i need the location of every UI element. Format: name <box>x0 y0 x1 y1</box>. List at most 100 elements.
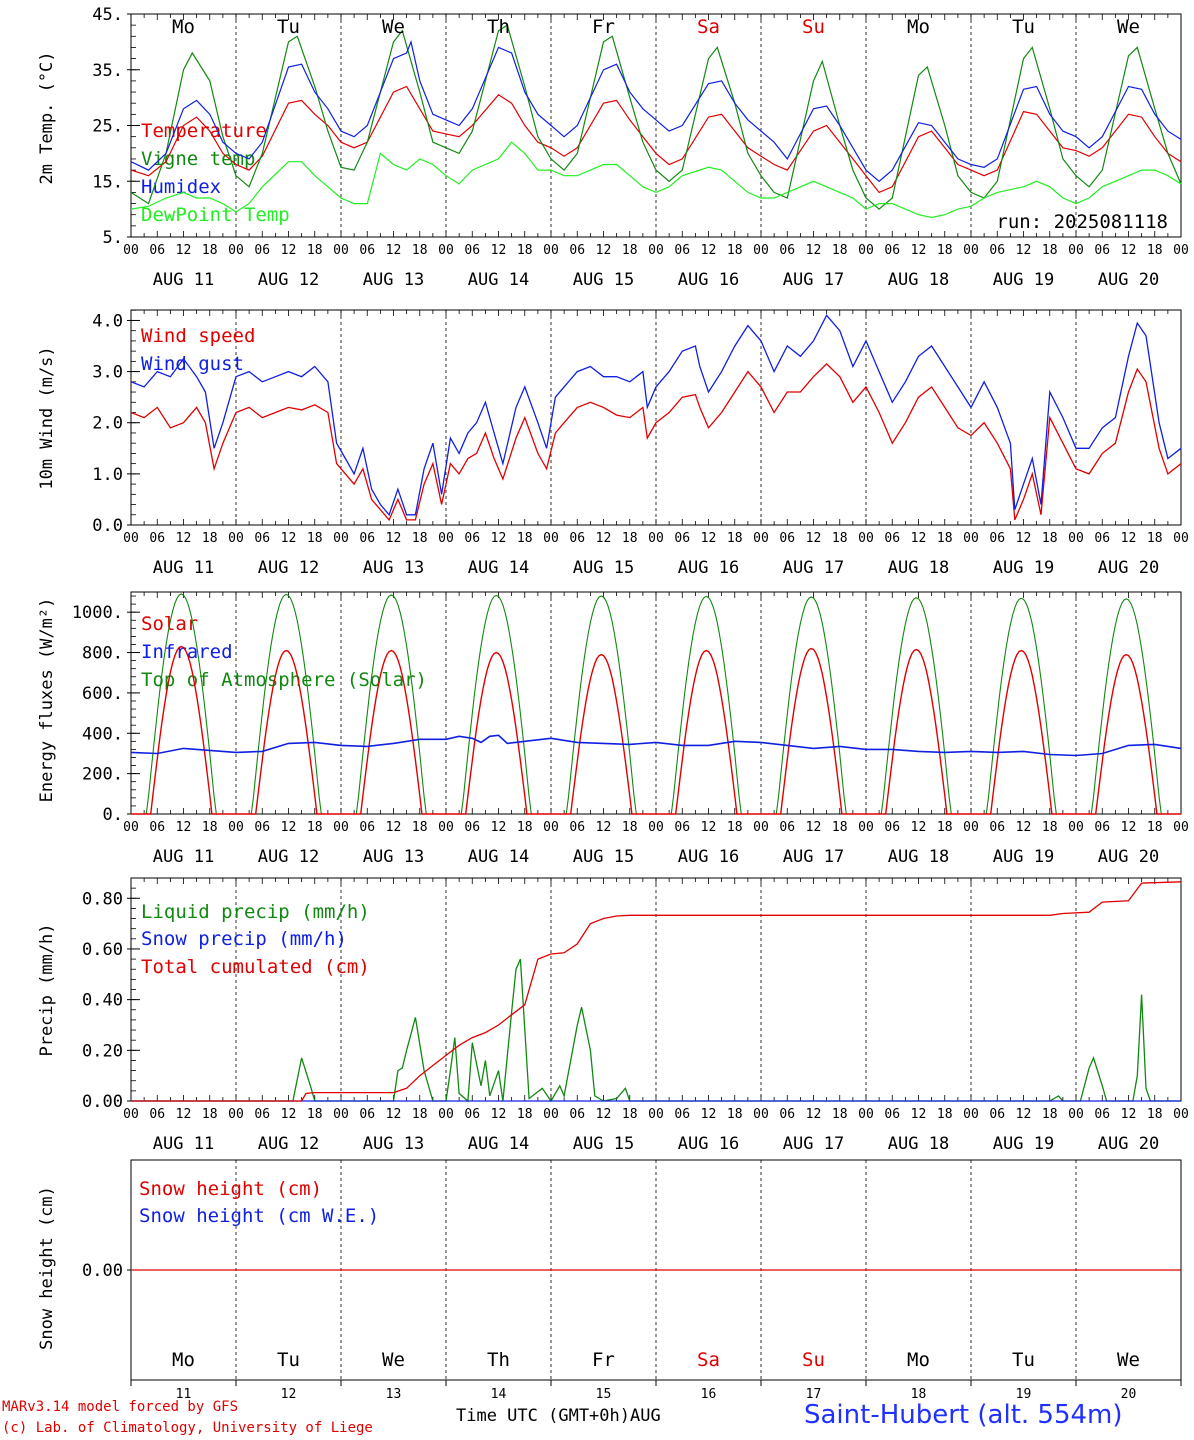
x-hour-label: 18 <box>622 1107 638 1122</box>
x-hour-label: 12 <box>806 243 822 258</box>
x-date-label: AUG 12 <box>258 558 319 578</box>
x-date-label: AUG 12 <box>258 1134 319 1154</box>
x-date-label: AUG 18 <box>888 847 949 867</box>
x-hour-label: 06 <box>989 1107 1005 1122</box>
x-hour-label: 18 <box>202 820 218 835</box>
y-axis-label: 2m Temp. (°C) <box>37 51 57 184</box>
x-hour-label: 12 <box>1121 820 1137 835</box>
x-hour-label: 18 <box>1042 820 1058 835</box>
x-date-label: AUG 17 <box>783 1134 844 1154</box>
x-hour-label: 06 <box>464 820 480 835</box>
x-hour-label: 06 <box>989 243 1005 258</box>
series-line-0-3 <box>130 141 1182 219</box>
x-hour-label: 12 <box>701 820 717 835</box>
weekday-label-bottom: Sa <box>697 1349 720 1371</box>
x-hour-label: 00 <box>1068 1107 1084 1122</box>
x-hour-label: 18 <box>307 243 323 258</box>
weekday-label-top: Mo <box>172 16 195 38</box>
x-date-label: AUG 20 <box>1098 270 1159 290</box>
bottom-day-number: 12 <box>281 1387 297 1402</box>
x-hour-label: 06 <box>569 243 585 258</box>
x-hour-label: 18 <box>307 820 323 835</box>
run-label: run: 2025081118 <box>996 211 1168 233</box>
x-hour-label: 12 <box>596 1107 612 1122</box>
x-hour-label: 00 <box>333 531 349 546</box>
y-tick-label: 1000. <box>72 603 123 623</box>
x-hour-label: 00 <box>753 243 769 258</box>
series-line-0-0 <box>130 85 1182 194</box>
legend-entry: Snow height (cm) <box>139 1178 322 1200</box>
x-hour-label: 12 <box>701 243 717 258</box>
time-axis-text: Time UTC (GMT+0h) <box>456 1406 630 1426</box>
x-hour-label: 00 <box>648 1107 664 1122</box>
x-hour-label: 06 <box>779 1107 795 1122</box>
x-hour-label: 18 <box>937 531 953 546</box>
x-hour-label: 06 <box>149 243 165 258</box>
weekday-label-bottom: Mo <box>907 1349 930 1371</box>
x-hour-label: 06 <box>569 1107 585 1122</box>
x-date-label: AUG 14 <box>468 847 529 867</box>
x-hour-label: 12 <box>281 820 297 835</box>
x-hour-label: 18 <box>1042 243 1058 258</box>
credit-model: MARv3.14 model forced by GFS <box>2 1399 239 1415</box>
weekday-label-top: Tu <box>1012 16 1035 38</box>
weekday-label-bottom: Th <box>487 1349 510 1371</box>
x-hour-label: 06 <box>1094 1107 1110 1122</box>
series-line-3-0 <box>131 958 1181 1103</box>
x-date-label: AUG 15 <box>573 1134 634 1154</box>
series-line-1-1 <box>130 314 1182 517</box>
x-hour-label: 00 <box>963 243 979 258</box>
x-hour-label: 18 <box>1147 243 1163 258</box>
x-hour-label: 12 <box>911 243 927 258</box>
x-hour-label: 18 <box>832 1107 848 1122</box>
y-tick-label: 800. <box>82 644 123 664</box>
x-date-label: AUG 13 <box>363 1134 424 1154</box>
x-hour-label: 18 <box>1147 820 1163 835</box>
x-hour-label: 18 <box>517 531 533 546</box>
x-hour-label: 12 <box>386 1107 402 1122</box>
x-date-label: AUG 15 <box>573 270 634 290</box>
x-date-label: AUG 12 <box>258 270 319 290</box>
x-hour-label: 12 <box>281 243 297 258</box>
x-hour-label: 00 <box>123 820 139 835</box>
x-hour-label: 18 <box>1147 1107 1163 1122</box>
x-hour-label: 12 <box>911 531 927 546</box>
bottom-day-number: 11 <box>176 1387 192 1402</box>
x-hour-label: 06 <box>884 1107 900 1122</box>
x-hour-label: 18 <box>622 531 638 546</box>
x-hour-label: 18 <box>307 1107 323 1122</box>
x-hour-label: 06 <box>464 531 480 546</box>
y-tick-label: 0.00 <box>82 1092 123 1112</box>
y-tick-label: 35. <box>92 61 123 81</box>
x-hour-label: 18 <box>202 243 218 258</box>
x-hour-label: 00 <box>228 1107 244 1122</box>
x-hour-label: 00 <box>963 1107 979 1122</box>
x-hour-label: 12 <box>1121 1107 1137 1122</box>
x-hour-label: 00 <box>963 531 979 546</box>
y-tick-label: 600. <box>82 684 123 704</box>
bottom-day-number: 16 <box>701 1387 717 1402</box>
x-hour-label: 18 <box>937 243 953 258</box>
x-date-label: AUG 19 <box>993 1134 1054 1154</box>
legend-entry: Vigne temp <box>141 148 255 170</box>
x-hour-label: 18 <box>832 243 848 258</box>
x-hour-label: 00 <box>543 820 559 835</box>
time-axis-label: Time UTC (GMT+0h)AUG <box>456 1406 661 1426</box>
x-hour-label: 12 <box>176 531 192 546</box>
x-date-label: AUG 17 <box>783 558 844 578</box>
series-line-0-2 <box>130 39 1182 183</box>
x-hour-label: 06 <box>884 243 900 258</box>
weekday-label-top: Tu <box>277 16 300 38</box>
x-hour-label: 00 <box>858 243 874 258</box>
x-hour-label: 12 <box>1016 820 1032 835</box>
legend-entry: Humidex <box>141 176 221 198</box>
legend-entry: Wind gust <box>141 353 244 375</box>
bottom-day-number: 17 <box>806 1387 822 1402</box>
x-hour-label: 18 <box>832 531 848 546</box>
x-hour-label: 00 <box>648 243 664 258</box>
weekday-label-bottom: We <box>1117 1349 1140 1371</box>
x-date-label: AUG 11 <box>153 1134 214 1154</box>
series-line-1-0 <box>130 362 1182 522</box>
weekday-label-top: We <box>382 16 405 38</box>
x-hour-label: 00 <box>1173 820 1189 835</box>
